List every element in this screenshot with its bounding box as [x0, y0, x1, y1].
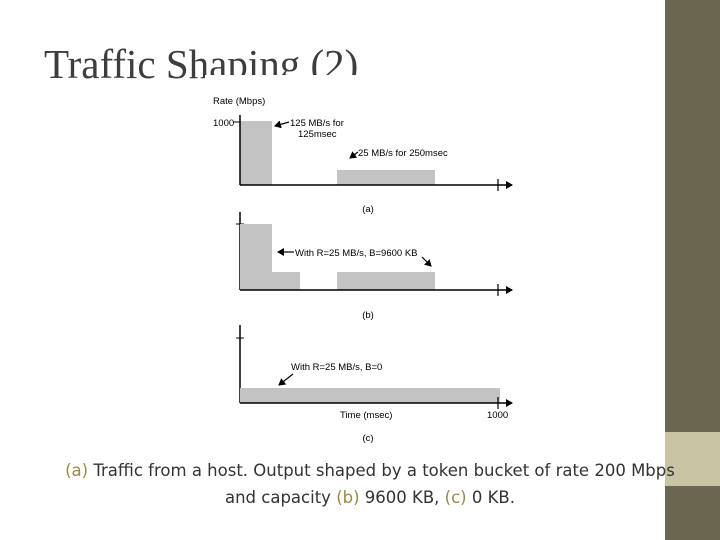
burst-annotation-line2: 125msec [298, 129, 337, 140]
burst-annotation-line1: 125 MB/s for [290, 118, 344, 129]
caption-text-pre: and capacity [224, 488, 337, 507]
rate-arrow [349, 151, 359, 159]
caption-ref-c: (c) [444, 488, 467, 507]
y-tick-label: 1000 [213, 118, 234, 129]
panel-c-annotation: With R=25 MB/s, B=0 [291, 362, 382, 373]
annotation-arrow [278, 373, 294, 386]
panel-b: With R=25 MB/s, B=9600 KB (b) [236, 212, 513, 321]
shaped-burst-area [240, 224, 300, 290]
right-arrow [421, 256, 432, 267]
panel-a: Rate (Mbps) 1000 125 MB/s for 125msec 25… [213, 96, 513, 215]
burst-arrow [274, 120, 290, 129]
sidebar-accent-block [665, 432, 720, 486]
caption-text-a: Traffic from a host. Output shaped by a … [88, 461, 675, 480]
constant-rate-bar [240, 388, 500, 403]
rate-annotation: 25 MB/s for 250msec [358, 148, 448, 159]
caption-ref-b: (b) [336, 488, 360, 507]
rate-bar [337, 272, 435, 290]
caption-text-c: 0 KB. [466, 488, 515, 507]
caption-line-1: (a) Traffic from a host. Output shaped b… [20, 457, 720, 484]
rate-bar [337, 170, 435, 185]
figure-svg: Rate (Mbps) 1000 125 MB/s for 125msec 25… [205, 75, 520, 450]
figure-caption: (a) Traffic from a host. Output shaped b… [20, 457, 720, 511]
caption-line-2: and capacity (b) 9600 KB, (c) 0 KB. [20, 484, 720, 511]
x-tick-label: 1000 [487, 410, 508, 421]
panel-c-label: (c) [362, 433, 373, 444]
caption-text-b: 9600 KB, [359, 488, 445, 507]
panel-b-label: (b) [362, 310, 374, 321]
panel-c: With R=25 MB/s, B=0 Time (msec) 1000 (c) [236, 325, 513, 444]
traffic-shaping-figure: Rate (Mbps) 1000 125 MB/s for 125msec 25… [205, 75, 520, 450]
caption-ref-a: (a) [65, 461, 89, 480]
panel-b-annotation: With R=25 MB/s, B=9600 KB [295, 248, 418, 259]
x-axis-label: Time (msec) [340, 410, 392, 421]
y-axis-label: Rate (Mbps) [213, 96, 265, 107]
burst-bar [240, 121, 272, 185]
panel-a-label: (a) [362, 204, 374, 215]
